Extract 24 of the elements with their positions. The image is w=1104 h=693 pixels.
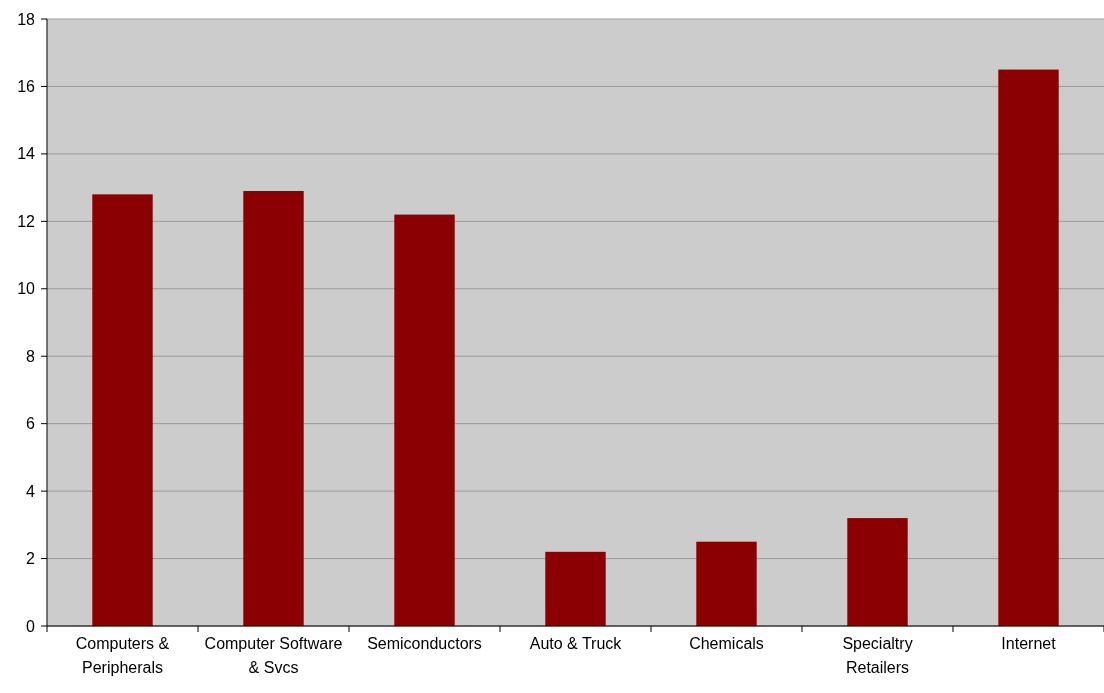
y-tick-label: 8 [26, 347, 36, 365]
y-tick-label: 18 [17, 10, 36, 28]
y-tick-label: 14 [17, 145, 36, 163]
x-tick-label: Internet [1001, 635, 1057, 652]
y-tick-label: 12 [17, 212, 36, 230]
x-tick-label: Computers & Peripherals [75, 635, 170, 676]
y-tick-label: 2 [26, 550, 36, 568]
y-tick-label: 10 [17, 280, 36, 298]
bar [847, 518, 908, 626]
bar [92, 194, 153, 626]
y-tick-label: 16 [17, 78, 36, 96]
bar [998, 69, 1059, 626]
bar [243, 190, 304, 626]
y-tick-label: 6 [26, 415, 36, 433]
bar [394, 214, 455, 626]
x-tick-label: Semiconductors [367, 635, 482, 652]
x-tick-label: Computer Software & Svcs [204, 635, 343, 676]
x-tick-label: Chemicals [689, 635, 764, 652]
x-tick-label: Auto & Truck [529, 635, 623, 652]
x-tick-label: Specialtry Retailers [842, 635, 913, 676]
y-tick-label: 0 [26, 617, 36, 635]
bar [545, 551, 606, 626]
bar [696, 541, 757, 626]
y-tick-label: 4 [26, 482, 36, 500]
